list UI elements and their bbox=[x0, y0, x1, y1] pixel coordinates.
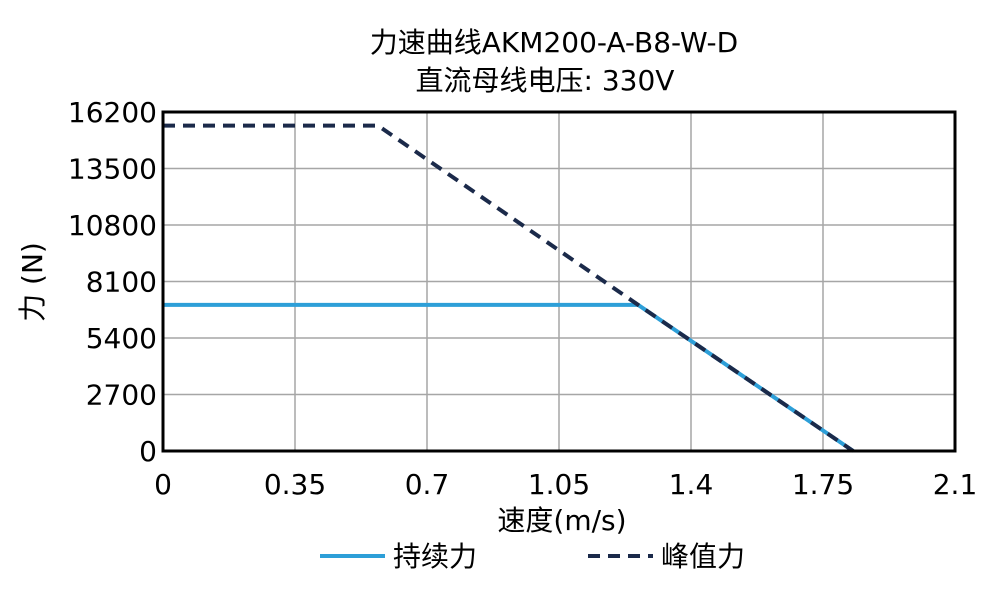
plot-frame bbox=[161, 110, 957, 453]
x-tick-label: 1.4 bbox=[669, 468, 714, 501]
series-lines bbox=[163, 123, 855, 453]
series-line-1 bbox=[163, 123, 855, 453]
y-tick-label: 8100 bbox=[86, 266, 157, 299]
y-tick-label: 16200 bbox=[68, 96, 157, 129]
legend-label-continuous: 持续力 bbox=[393, 540, 477, 573]
chart-subtitle: 直流母线电压: 330V bbox=[416, 64, 675, 97]
x-tick-label: 1.75 bbox=[792, 468, 854, 501]
series-line-0 bbox=[163, 302, 855, 453]
x-tick-label: 0.35 bbox=[264, 468, 326, 501]
x-tick-label: 0.7 bbox=[405, 468, 450, 501]
y-tick-label: 10800 bbox=[68, 209, 157, 242]
y-tick-label: 2700 bbox=[86, 379, 157, 412]
x-axis-label: 速度(m/s) bbox=[497, 504, 626, 537]
x-tick-labels: 0 0.35 0.7 1.05 1.4 1.75 2.1 bbox=[154, 468, 977, 501]
legend: 持续力 峰值力 bbox=[320, 540, 745, 573]
x-tick-label: 1.05 bbox=[528, 468, 590, 501]
grid-lines bbox=[162, 111, 956, 452]
x-tick-label: 0 bbox=[154, 468, 172, 501]
y-tick-labels: 0 2700 5400 8100 10800 13500 16200 bbox=[68, 96, 157, 468]
y-axis-label: 力 (N) bbox=[16, 242, 49, 322]
legend-label-peak: 峰值力 bbox=[661, 540, 745, 573]
y-tick-label: 5400 bbox=[86, 322, 157, 355]
y-tick-label: 13500 bbox=[68, 153, 157, 186]
y-tick-label: 0 bbox=[139, 435, 157, 468]
x-tick-label: 2.1 bbox=[933, 468, 978, 501]
chart-title: 力速曲线AKM200-A-B8-W-D bbox=[370, 26, 738, 59]
